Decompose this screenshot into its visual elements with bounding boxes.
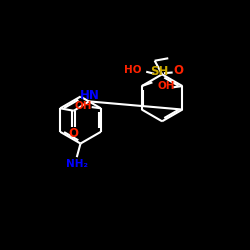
Text: SH: SH [150,65,169,78]
Text: OH: OH [75,101,92,111]
Text: HN: HN [80,90,100,102]
Text: HO: HO [124,65,142,75]
Text: NH₂: NH₂ [66,159,88,169]
Text: OH: OH [157,81,174,91]
Text: O: O [69,126,79,140]
Text: O: O [174,64,184,77]
